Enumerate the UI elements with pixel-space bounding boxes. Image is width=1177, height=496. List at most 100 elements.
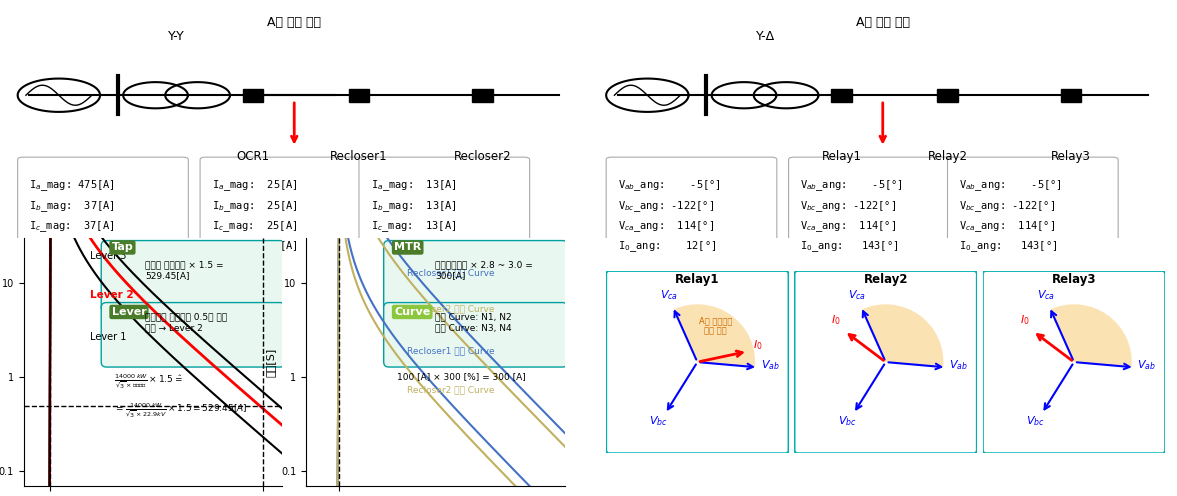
- Lever 1: [242, 423, 257, 429]
- Text: 선로인출 단락고장 0.5조 이하
동작 → Lever 2: 선로인출 단락고장 0.5조 이하 동작 → Lever 2: [145, 312, 227, 332]
- Recloser2 지연 Curve: [539, 424, 553, 430]
- Text: Relay3: Relay3: [1051, 150, 1091, 163]
- Text: Lever: Lever: [112, 307, 146, 317]
- Lever 3: [242, 377, 257, 383]
- Text: Lever 2: Lever 2: [89, 290, 133, 300]
- Text: 순시 Curve: N1, N2
지연 Curve: N3, N4: 순시 Curve: N1, N2 지연 Curve: N3, N4: [435, 312, 512, 332]
- FancyBboxPatch shape: [606, 271, 789, 453]
- Line: Lever 3: Lever 3: [31, 217, 282, 496]
- Text: Y-Δ: Y-Δ: [756, 30, 774, 43]
- Lever 3: [255, 389, 270, 395]
- Lever 3: [254, 387, 268, 393]
- Recloser1 지연 Curve: [530, 401, 544, 407]
- Text: V$_{ca}$_ang:  114[°]: V$_{ca}$_ang: 114[°]: [800, 219, 897, 234]
- FancyBboxPatch shape: [200, 157, 371, 252]
- Text: Relay1: Relay1: [676, 273, 719, 287]
- Bar: [472, 89, 493, 102]
- Lever 1: [206, 390, 220, 396]
- FancyBboxPatch shape: [384, 303, 567, 367]
- Lever 2: [275, 423, 290, 429]
- Text: V$_{ab}$_ang:    -5[°]: V$_{ab}$_ang: -5[°]: [618, 179, 720, 193]
- FancyBboxPatch shape: [101, 303, 285, 367]
- Text: $V_{bc}$: $V_{bc}$: [1026, 414, 1045, 428]
- Lever 3: [105, 247, 119, 252]
- Text: V$_{ca}$_ang:  114[°]: V$_{ca}$_ang: 114[°]: [618, 219, 714, 234]
- Recloser1 지연 Curve: [540, 413, 554, 419]
- Text: MTR: MTR: [394, 243, 421, 252]
- Text: $V_{ab}$: $V_{ab}$: [949, 359, 967, 372]
- Recloser1 지연 Curve: [400, 262, 414, 268]
- FancyBboxPatch shape: [794, 271, 977, 453]
- Y-axis label: 시간[S]: 시간[S]: [266, 348, 275, 376]
- Wedge shape: [863, 305, 944, 367]
- Lever 3: [199, 339, 213, 345]
- Text: Recloser1 순시 Curve: Recloser1 순시 Curve: [407, 346, 494, 355]
- Lever 1: [254, 432, 268, 438]
- Line: Lever 2: Lever 2: [31, 217, 282, 496]
- Lever 1: [275, 451, 290, 457]
- Line: Recloser2 지연 Curve: Recloser2 지연 Curve: [310, 217, 565, 496]
- Text: Relay3: Relay3: [1052, 273, 1096, 287]
- Text: Recloser2: Recloser2: [454, 150, 511, 163]
- Lever 3: [275, 406, 290, 412]
- Text: 100 [A] × 300 [%] = 300 [A]: 100 [A] × 300 [%] = 300 [A]: [397, 372, 525, 381]
- Text: A상 지락고장
판단 영역: A상 지락고장 판단 영역: [699, 316, 732, 335]
- FancyBboxPatch shape: [606, 157, 777, 252]
- FancyBboxPatch shape: [384, 241, 567, 312]
- Recloser1 지연 Curve: [497, 367, 511, 373]
- Text: I$_c$_mag:  37[A]: I$_c$_mag: 37[A]: [29, 219, 115, 234]
- Wedge shape: [1051, 305, 1132, 367]
- Recloser2 지연 Curve: [540, 426, 554, 432]
- Lever 2: [254, 404, 268, 410]
- Text: 최대부하전류 × 2.8 ~ 3.0 =
300[A]: 최대부하전류 × 2.8 ~ 3.0 = 300[A]: [435, 260, 533, 280]
- Text: I$_b$_mag:  13[A]: I$_b$_mag: 13[A]: [371, 199, 457, 214]
- Text: I$_c$_mag:  25[A]: I$_c$_mag: 25[A]: [212, 219, 298, 234]
- Lever 1: [255, 434, 270, 440]
- Lever 2: [105, 263, 119, 269]
- Text: I$_a$_mag: 475[A]: I$_a$_mag: 475[A]: [29, 179, 115, 193]
- Bar: [831, 89, 852, 102]
- Text: Lever 1: Lever 1: [89, 332, 126, 342]
- Text: Recloser2 순시 Curve: Recloser2 순시 Curve: [407, 385, 494, 394]
- Text: I$_0$_ang:   143[°]: I$_0$_ang: 143[°]: [800, 239, 899, 254]
- Recloser2 지연 Curve: [332, 214, 346, 220]
- Lever 1: [44, 214, 58, 220]
- Recloser2 지연 Curve: [400, 275, 414, 281]
- Text: $V_{ca}$: $V_{ca}$: [1037, 288, 1055, 302]
- Text: $V_{ca}$: $V_{ca}$: [849, 288, 866, 302]
- Text: $I_0$: $I_0$: [1019, 313, 1030, 327]
- Lever 1: [105, 292, 119, 298]
- Text: A상 지락 고장: A상 지락 고장: [267, 15, 321, 29]
- Lever 2: [199, 356, 213, 362]
- Text: V$_{bc}$_ang: -122[°]: V$_{bc}$_ang: -122[°]: [959, 199, 1056, 214]
- Text: $=\frac{14000\ kW}{\sqrt{3}\times22.9kV}\times1.5=529.45[A]$: $=\frac{14000\ kW}{\sqrt{3}\times22.9kV}…: [114, 402, 248, 420]
- Recloser1 지연 Curve: [490, 361, 504, 367]
- FancyBboxPatch shape: [101, 241, 285, 312]
- Text: 회선당 운전전류 × 1.5 =
529.45[A]: 회선당 운전전류 × 1.5 = 529.45[A]: [145, 260, 224, 280]
- Text: I$_a$_mag:  13[A]: I$_a$_mag: 13[A]: [371, 179, 457, 193]
- Text: I$_0$_ang:    12[°]: I$_0$_ang: 12[°]: [618, 239, 717, 254]
- Text: Recloser1: Recloser1: [331, 150, 387, 163]
- Bar: [937, 89, 958, 102]
- FancyBboxPatch shape: [359, 157, 530, 252]
- Line: Recloser1 지연 Curve: Recloser1 지연 Curve: [310, 217, 565, 496]
- Text: Relay2: Relay2: [927, 150, 967, 163]
- FancyBboxPatch shape: [947, 157, 1118, 252]
- Bar: [348, 89, 370, 102]
- Text: Relay2: Relay2: [864, 273, 907, 287]
- Bar: [242, 89, 264, 102]
- Text: Recloser1 지연 Curve: Recloser1 지연 Curve: [407, 268, 494, 278]
- Text: $I_0$: $I_0$: [831, 313, 842, 327]
- Text: V$_{ca}$_ang:  114[°]: V$_{ca}$_ang: 114[°]: [959, 219, 1056, 234]
- Text: I$_a$_mag:  25[A]: I$_a$_mag: 25[A]: [212, 179, 298, 193]
- Text: Recloser2 지연 Curve: Recloser2 지연 Curve: [407, 305, 494, 313]
- Text: I$_b$_mag:  37[A]: I$_b$_mag: 37[A]: [29, 199, 115, 214]
- Line: Lever 1: Lever 1: [31, 217, 282, 496]
- Recloser2 지연 Curve: [530, 415, 544, 421]
- Recloser1 지연 Curve: [539, 411, 553, 417]
- Text: I$_n$_mag:   2[A]: I$_n$_mag: 2[A]: [212, 239, 298, 254]
- Lever 3: [44, 214, 58, 220]
- Lever 1: [199, 384, 213, 390]
- Text: V$_{ab}$_ang:    -5[°]: V$_{ab}$_ang: -5[°]: [959, 179, 1062, 193]
- FancyBboxPatch shape: [983, 271, 1165, 453]
